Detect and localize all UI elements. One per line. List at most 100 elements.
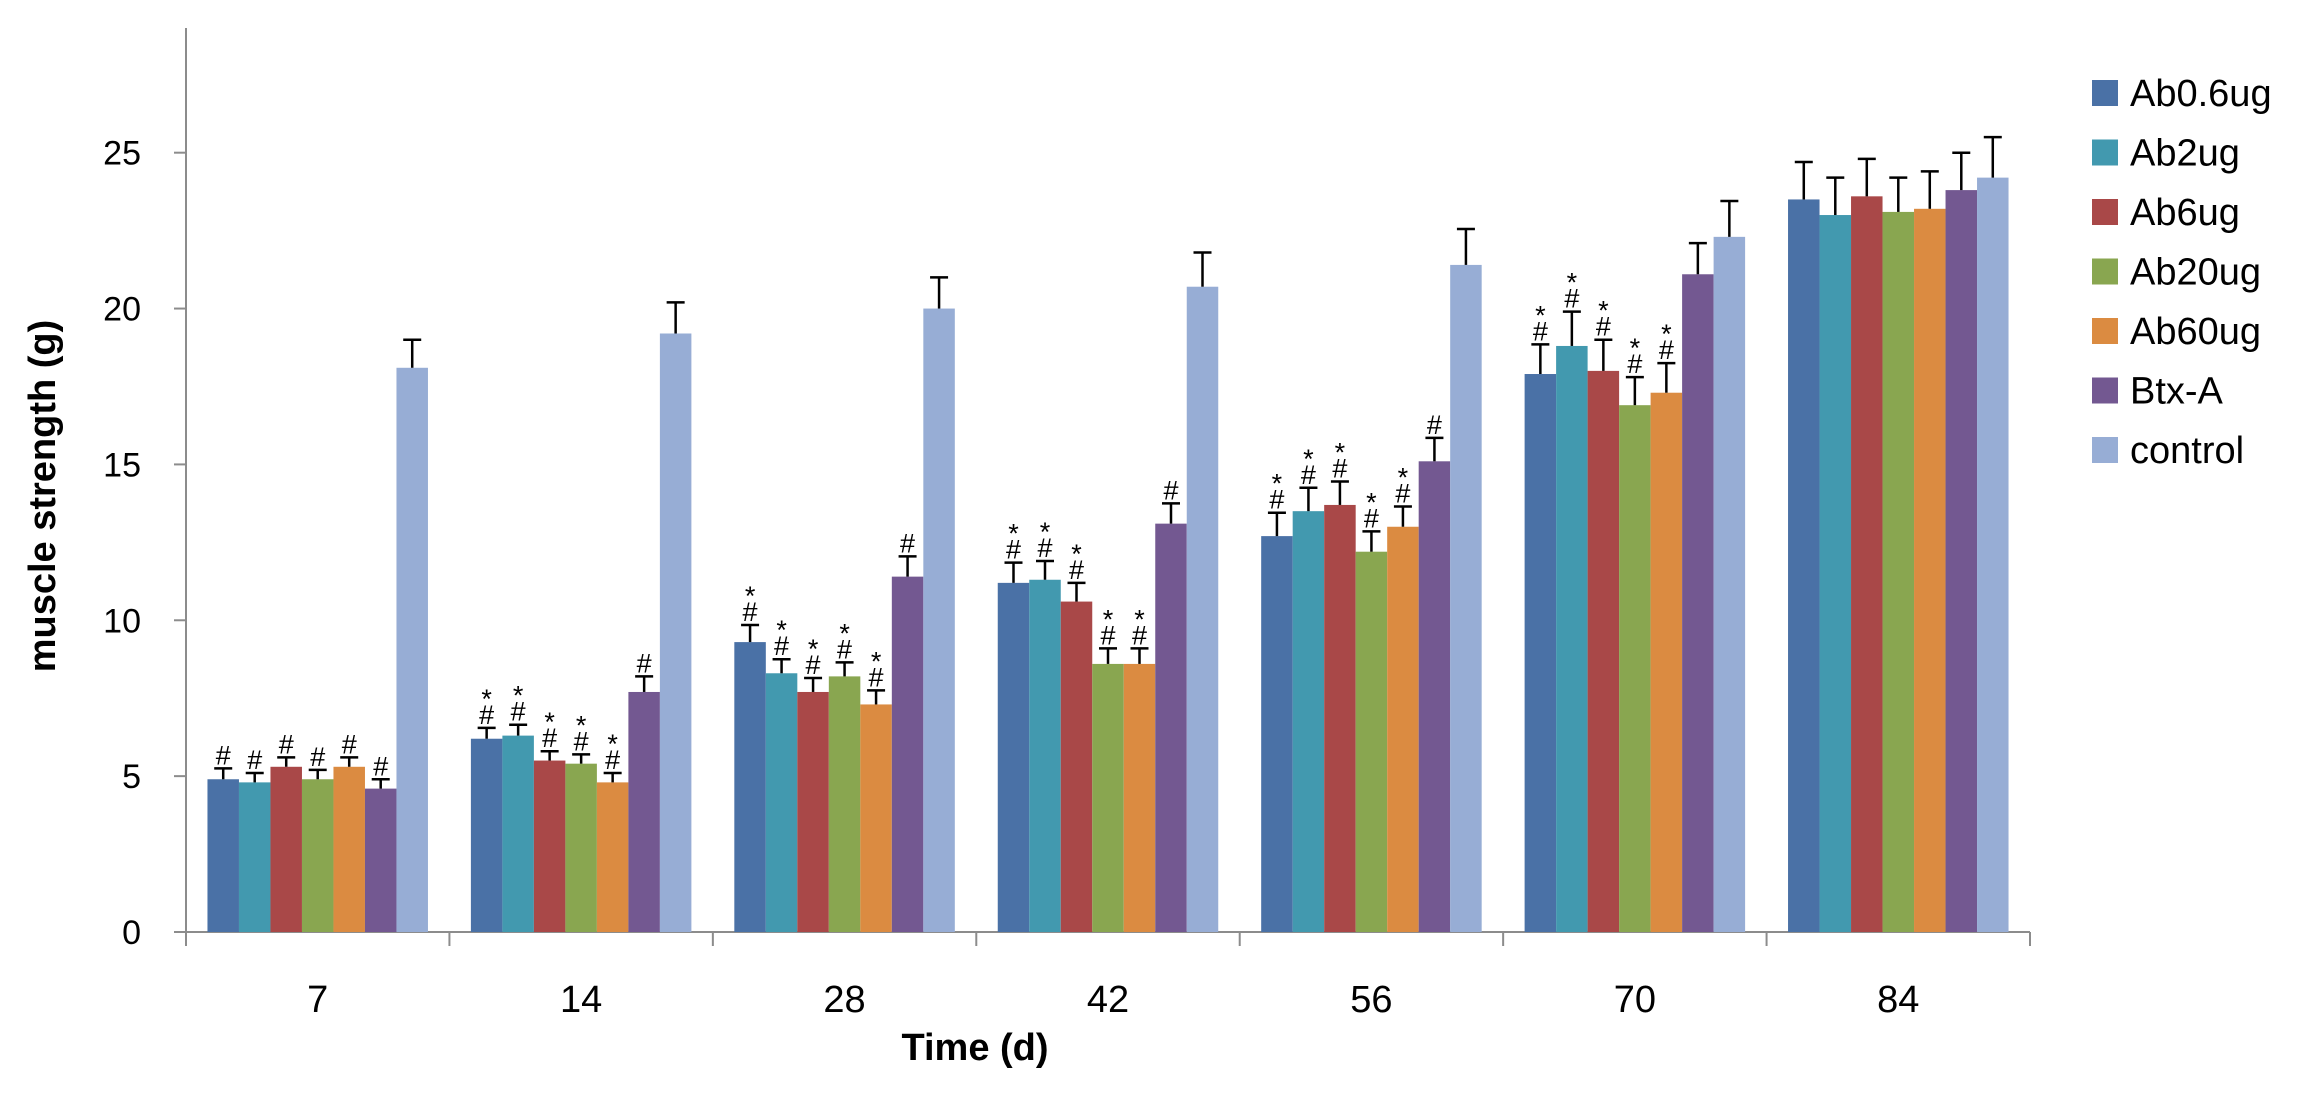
bar [1387,526,1419,932]
bar [1450,264,1482,932]
bar [1713,236,1746,933]
legend: Ab0.6ug Ab2ug Ab6ug Ab20ug Ab60ug Btx-A contro… [2092,73,2272,472]
significance-mark: # [1659,335,1674,365]
error-bars [214,135,2002,789]
significance-mark: * [745,581,756,611]
legend-label: Ab6ug [2130,192,2240,234]
bar [734,642,766,932]
bar [1524,374,1557,932]
x-axis-title: Time (d) [901,1027,1048,1069]
significance-mark: * [839,618,850,648]
bar [628,691,660,932]
bar [1292,511,1325,932]
bar [1324,504,1356,932]
bar [533,760,566,932]
significance-mark: * [1272,469,1283,499]
significance-mark: * [1303,444,1314,474]
bar [1355,551,1388,932]
x-tick-label: 7 [307,979,328,1021]
bar [1788,199,1820,933]
bar [207,779,239,932]
significance-mark: * [1535,300,1546,330]
bar [364,788,397,932]
significance-mark: # [310,742,325,772]
bar [1092,663,1124,932]
bar [1945,190,1978,932]
bar [1650,392,1683,932]
significance-mark: # [1132,620,1147,650]
significance-mark: # [574,726,589,756]
significance-mark: # [774,631,789,661]
bar [333,766,365,932]
bar [765,673,798,932]
bar [270,766,302,932]
y-tick-label: 5 [122,758,141,796]
significance-mark: # [279,729,294,759]
significance-mark: # [806,650,821,680]
bar [502,735,534,932]
significance-mark: * [1398,462,1409,492]
legend-label: Ab0.6ug [2130,73,2272,115]
bar [1261,536,1293,932]
legend-swatch [2092,377,2118,404]
x-tick-label: 84 [1877,979,1919,1021]
bar [565,763,597,932]
significance-marks: ##*#*#*#*#*##*#*#*#*#*# #*#*#*#*#*##*#* #*… [216,268,1674,782]
bar [301,779,334,932]
significance-mark: # [743,597,758,627]
significance-mark: # [1269,485,1284,515]
bar [1882,211,1915,932]
x-tick-label: 70 [1614,979,1656,1021]
bar [1556,345,1588,932]
bar [1418,461,1451,932]
legend-label: Ab20ug [2130,252,2261,294]
significance-mark: # [605,745,620,775]
bar [828,676,861,932]
significance-mark: * [808,634,819,664]
significance-mark: # [216,740,231,770]
significance-mark: # [342,729,357,759]
significance-mark: * [1630,333,1641,363]
significance-mark: # [1533,316,1548,346]
significance-mark: * [1040,517,1051,547]
significance-mark: * [544,707,555,737]
bar [1155,523,1187,932]
significance-mark: # [373,751,388,781]
significance-mark: * [1134,604,1145,634]
significance-mark: # [900,528,915,558]
significance-mark: * [871,646,882,676]
bar [1587,370,1620,932]
y-tick-label: 25 [103,135,141,173]
significance-mark: * [481,684,492,714]
significance-mark: # [247,745,262,775]
bar [860,704,892,932]
bar [1619,405,1651,932]
y-tick-label: 0 [122,914,141,952]
significance-mark: # [1395,478,1410,508]
significance-mark: * [776,615,787,645]
significance-mark: # [511,697,526,727]
y-axis-title: muscle strength (g) [22,320,64,673]
significance-mark: # [837,634,852,664]
bar [470,738,503,932]
significance-mark: # [1301,460,1316,490]
significance-mark: # [542,723,557,753]
bar [997,582,1030,932]
significance-mark: * [1071,539,1082,569]
bar [238,782,271,932]
significance-mark: # [1069,555,1084,585]
legend-label: control [2130,430,2244,472]
significance-mark: # [1596,312,1611,342]
bars [207,177,2009,933]
x-tick-label: 56 [1350,979,1392,1021]
bar [1851,196,1883,932]
significance-mark: * [1103,604,1114,634]
significance-mark: * [513,681,524,711]
legend-swatch [2092,318,2118,344]
significance-mark: # [1006,535,1021,565]
bar [596,782,629,932]
legend-label: Ab2ug [2130,133,2240,175]
significance-mark: # [1332,454,1347,484]
